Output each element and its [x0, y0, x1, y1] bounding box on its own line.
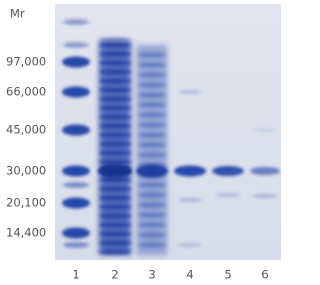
- gel-band: [137, 213, 167, 217]
- gel-band: [137, 243, 167, 247]
- gel-band: [62, 198, 90, 209]
- marker-label: 14,400: [6, 226, 46, 240]
- gel-band: [137, 53, 167, 57]
- gel-figure: Mr 97,000 66,000 45,000 30,000 20,100 14,400 1…: [0, 0, 281, 285]
- gel-band: [99, 115, 131, 120]
- gel-band: [99, 178, 131, 183]
- gel-band: [252, 194, 278, 198]
- gel-band: [63, 42, 89, 48]
- gel-band: [137, 133, 167, 137]
- gel-band: [137, 73, 167, 77]
- gel-band: [137, 193, 167, 197]
- gel-band: [99, 214, 131, 219]
- gel-band: [178, 90, 202, 94]
- gel-band: [99, 142, 131, 147]
- gel-band: [63, 242, 89, 248]
- lane-label: 3: [148, 268, 155, 282]
- gel-band: [98, 164, 132, 178]
- mr-label: Mr: [10, 7, 25, 21]
- lane-label: 4: [186, 268, 193, 282]
- gel-band: [99, 97, 131, 102]
- gel-band: [137, 223, 167, 227]
- gel-band: [99, 196, 131, 201]
- gel-band: [137, 83, 167, 87]
- gel-band: [137, 123, 167, 127]
- gel-band: [99, 187, 131, 192]
- gel-band: [99, 232, 131, 237]
- gel-band: [137, 93, 167, 97]
- gel-band: [253, 129, 277, 132]
- gel-band: [99, 205, 131, 210]
- lane-label: 6: [261, 268, 268, 282]
- gel-band: [137, 203, 167, 207]
- gel-band: [137, 183, 167, 187]
- marker-label: 66,000: [6, 85, 46, 99]
- gel-band: [99, 160, 131, 165]
- lane-label: 2: [111, 268, 118, 282]
- gel-band: [99, 223, 131, 228]
- gel-band: [99, 106, 131, 111]
- marker-label: 45,000: [6, 123, 46, 137]
- gel-band: [215, 193, 241, 197]
- gel-band: [62, 228, 90, 239]
- lane-label: 1: [72, 268, 79, 282]
- gel-band: [136, 165, 168, 178]
- gel-band: [137, 113, 167, 117]
- gel-band: [174, 166, 206, 177]
- gel-band: [212, 166, 244, 176]
- gel-band: [99, 151, 131, 156]
- gel-band: [99, 79, 131, 84]
- gel-band: [177, 198, 203, 202]
- gel-band: [62, 166, 90, 177]
- gel-band: [63, 19, 89, 25]
- gel-band: [63, 182, 89, 188]
- gel-band: [99, 133, 131, 138]
- gel-band: [99, 124, 131, 129]
- gel-band: [99, 88, 131, 93]
- lane-label: 5: [224, 268, 231, 282]
- marker-label: 20,100: [6, 196, 46, 210]
- gel-band: [62, 125, 90, 136]
- gel-band: [137, 143, 167, 147]
- gel-band: [137, 153, 167, 157]
- gel-band: [99, 61, 131, 66]
- marker-label: 97,000: [6, 55, 46, 69]
- gel-band: [178, 243, 202, 247]
- gel-band: [137, 103, 167, 107]
- marker-label: 30,000: [6, 164, 46, 178]
- gel-band: [137, 63, 167, 67]
- gel-band: [250, 167, 280, 175]
- gel-band: [99, 52, 131, 57]
- gel-band: [99, 70, 131, 75]
- gel-band: [99, 250, 131, 255]
- gel-band: [100, 38, 130, 42]
- gel-band: [99, 241, 131, 246]
- gel-band: [137, 233, 167, 237]
- gel-band: [62, 87, 90, 98]
- gel-band: [62, 57, 90, 68]
- gel-band: [99, 43, 131, 48]
